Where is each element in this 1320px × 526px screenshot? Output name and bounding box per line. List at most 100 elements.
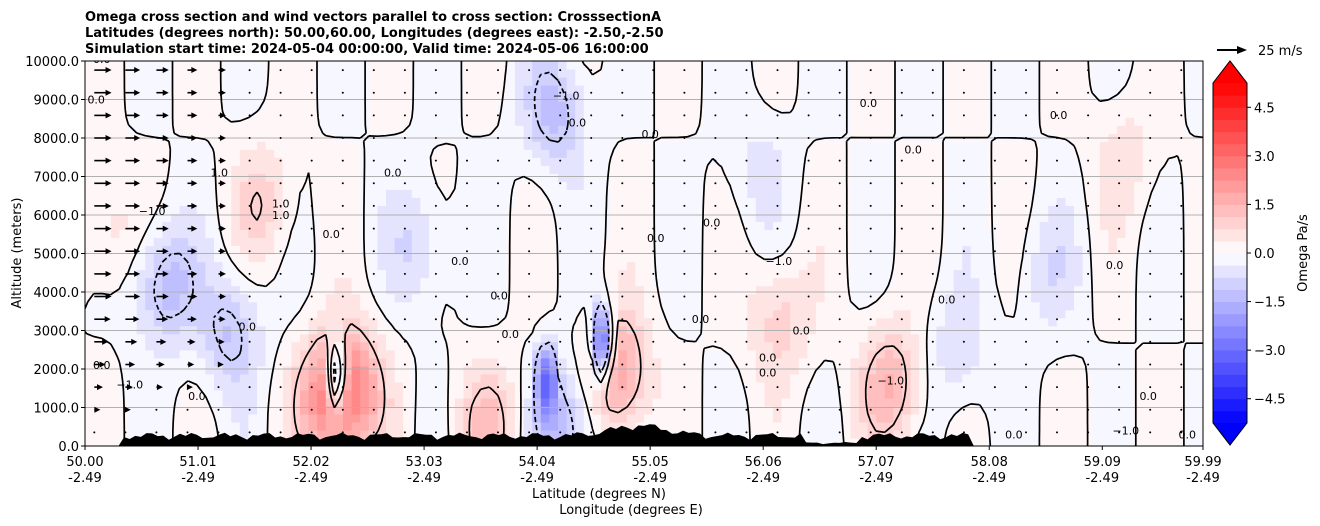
omega-cell [1108,285,1118,295]
omega-cell [1005,253,1015,263]
omega-cell [205,205,215,214]
omega-cell [231,405,241,415]
omega-cell [1194,429,1203,439]
omega-cell [661,269,671,279]
omega-cell [558,213,568,223]
omega-cell [145,157,155,166]
omega-cell [910,429,920,439]
omega-cell [988,341,998,351]
omega-cell [171,205,181,214]
omega-cell [532,197,542,206]
omega-cell [558,205,568,214]
omega-cell [996,357,1006,367]
omega-cell [730,165,740,174]
omega-cell [248,205,258,214]
omega-cell [1160,205,1170,214]
omega-cell [1185,357,1195,367]
omega-cell [454,165,464,174]
omega-cell [437,421,447,431]
omega-cell [996,333,1006,343]
omega-cell [188,397,198,407]
omega-cell [463,317,473,327]
omega-cell [196,309,206,319]
omega-cell [592,341,602,351]
omega-cell [515,285,525,295]
omega-cell [807,173,817,182]
omega-cell [446,293,456,303]
omega-cell [695,181,705,190]
omega-cell [790,213,800,223]
omega-cell [1013,301,1023,311]
omega-cell [231,413,241,423]
omega-cell [411,165,421,174]
omega-cell [592,229,602,239]
omega-cell [618,301,628,311]
omega-cell [1194,245,1203,255]
omega-cell [145,229,155,239]
omega-cell [1099,181,1109,190]
omega-cell [231,253,241,263]
omega-cell [953,277,963,287]
omega-cell [334,221,344,231]
omega-cell [429,413,439,423]
omega-cell [489,301,499,311]
omega-cell [1082,301,1092,311]
omega-cell [162,149,172,158]
omega-cell [558,397,568,407]
omega-cell [867,221,877,231]
omega-cell [1151,269,1161,279]
omega-cell [506,293,516,303]
omega-cell [454,381,464,391]
omega-cell [824,421,834,431]
omega-cell [1151,165,1161,174]
omega-cell [1125,429,1135,439]
omega-cell [790,381,800,391]
omega-cell [833,277,843,287]
omega-cell [334,269,344,279]
omega-cell [162,157,172,166]
omega-cell [979,221,989,231]
omega-cell [549,269,559,279]
omega-cell [214,229,224,239]
omega-cell [979,341,989,351]
omega-cell [1031,285,1041,295]
omega-cell [669,157,679,166]
omega-cell [446,333,456,343]
omega-cell [962,157,972,166]
omega-cell [463,261,473,271]
title-line-1: Omega cross section and wind vectors par… [85,10,661,25]
omega-cell [119,221,129,231]
omega-cell [635,253,645,263]
omega-cell [231,365,241,375]
omega-cell [102,189,112,198]
omega-cell [626,149,636,158]
omega-cell [205,389,215,399]
omega-cell [1108,365,1118,375]
omega-cell [1091,229,1101,239]
omega-cell [1151,421,1161,431]
omega-cell [1065,437,1075,446]
omega-cell [816,197,826,206]
omega-cell [351,349,361,359]
omega-cell [368,365,378,375]
omega-cell [824,277,834,287]
omega-cell [179,213,189,223]
omega-cell [601,373,611,383]
omega-cell [368,229,378,239]
omega-cell [386,237,396,247]
omega-cell [1074,365,1084,375]
omega-cell [343,181,353,190]
omega-cell [1194,349,1203,359]
omega-cell [781,333,791,343]
omega-cell [1048,205,1058,214]
omega-cell [231,277,241,287]
omega-cell [222,221,232,231]
omega-cell [1108,213,1118,223]
omega-cell [1039,229,1049,239]
omega-cell [429,349,439,359]
omega-cell [687,205,697,214]
omega-cell [171,261,181,271]
omega-cell [1022,197,1032,206]
omega-cell [1031,373,1041,383]
omega-cell [893,389,903,399]
